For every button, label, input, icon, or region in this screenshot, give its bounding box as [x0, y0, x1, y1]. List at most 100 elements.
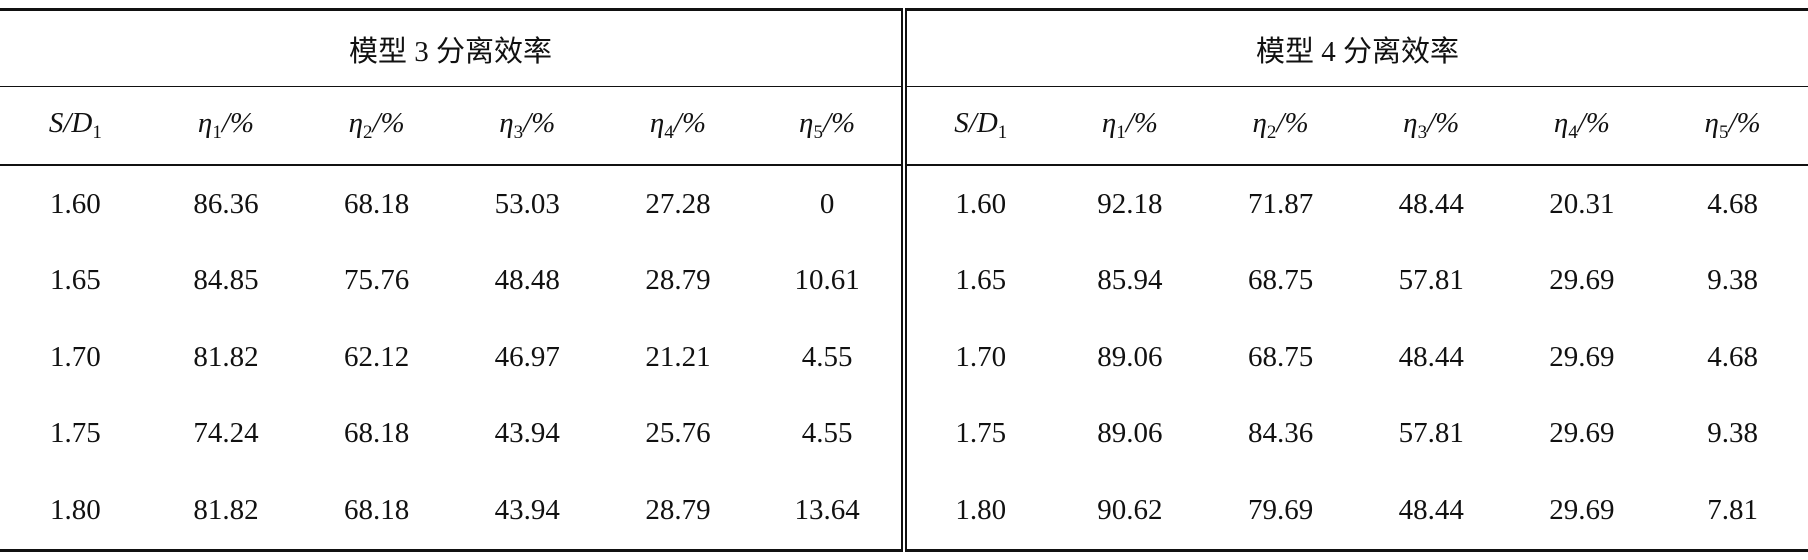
- cell: 25.76: [645, 417, 711, 450]
- cell: 89.06: [1097, 417, 1163, 450]
- header-subscript: 1: [92, 122, 102, 143]
- cell: 43.94: [494, 417, 560, 450]
- cell: 28.79: [602, 472, 754, 552]
- header-unit: /%: [1728, 107, 1761, 139]
- cell: 1.80: [0, 472, 151, 552]
- header-unit: /%: [1276, 107, 1309, 139]
- header-subscript: 4: [1568, 122, 1578, 143]
- cell: 85.94: [1097, 264, 1163, 297]
- cell: 28.79: [645, 264, 711, 297]
- cell: 29.69: [1549, 264, 1615, 297]
- cell: 4.68: [1707, 187, 1758, 220]
- cell: 1.70: [900, 319, 1055, 396]
- efficiency-table: 模型 3 分离效率 模型 4 分离效率 S/D1 η1/% η2/% η3/% η4/% η5…: [0, 8, 1808, 552]
- data-row: 1.60 86.36 68.18 53.03 27.28 0 1.60 92.18 71.87 4…: [0, 165, 1808, 243]
- column-header: η1/%: [1054, 86, 1206, 166]
- cell: 74.24: [193, 417, 259, 450]
- cell: 29.69: [1549, 340, 1615, 373]
- cell: 79.69: [1205, 472, 1356, 552]
- data-row: 1.75 74.24 68.18 43.94 25.76 4.55 1.75 89.06 84.…: [0, 395, 1808, 472]
- cell: 1.60: [49, 187, 101, 220]
- cell: 90.62: [1054, 472, 1206, 552]
- header-symbol: S/D: [48, 107, 93, 139]
- cell: 1.70: [49, 340, 101, 373]
- header-subscript: 2: [362, 122, 373, 143]
- column-header: η3/%: [451, 86, 603, 166]
- header-symbol: η: [197, 107, 213, 139]
- cell: 48.44: [1398, 187, 1464, 220]
- header-symbol: η: [1403, 107, 1418, 139]
- group-title: 模型 4 分离效率: [900, 8, 1808, 87]
- cell: 48.48: [494, 264, 560, 297]
- cell: 46.97: [494, 340, 560, 373]
- cell: 1.75: [49, 417, 101, 450]
- cell: 4.55: [801, 340, 853, 373]
- cell: 13.64: [753, 472, 904, 552]
- header-unit: /%: [1125, 107, 1158, 139]
- cell: 9.38: [1707, 417, 1758, 450]
- header-unit: /%: [221, 107, 255, 139]
- column-header: S/D1: [900, 86, 1055, 166]
- cell: 7.81: [1657, 472, 1808, 552]
- cell: 84.36: [1247, 417, 1314, 450]
- header-symbol: η: [1553, 107, 1569, 139]
- header-symbol: η: [348, 107, 363, 139]
- cell: 1.65: [49, 264, 101, 297]
- cell: 20.31: [1549, 187, 1615, 220]
- column-header: η3/%: [1355, 86, 1507, 166]
- header-symbol: η: [1704, 107, 1719, 139]
- cell: 53.03: [494, 187, 560, 220]
- header-unit: /%: [523, 107, 556, 139]
- cell: 84.85: [193, 264, 259, 297]
- data-row: 1.70 81.82 62.12 46.97 21.21 4.55 1.70 89.06 68.…: [0, 319, 1808, 396]
- cell: 86.36: [193, 187, 259, 220]
- cell: 68.75: [1247, 264, 1314, 297]
- cell: 29.69: [1549, 417, 1615, 450]
- column-header: η5/%: [753, 86, 904, 166]
- group-title: 模型 3 分离效率: [0, 8, 904, 87]
- header-symbol: S/D: [954, 107, 998, 139]
- cell: 9.38: [1707, 264, 1758, 297]
- header-unit: /%: [673, 107, 706, 139]
- column-header: η5/%: [1657, 86, 1808, 166]
- cell: 48.44: [1398, 340, 1464, 373]
- cell: 68.18: [344, 187, 410, 220]
- column-header: S/D1: [0, 86, 151, 166]
- cell: 1.65: [900, 242, 1055, 319]
- data-row: 1.65 84.85 75.76 48.48 28.79 10.61 1.65 85.94 68…: [0, 242, 1808, 319]
- cell: 81.82: [150, 472, 302, 552]
- cell: 27.28: [645, 187, 711, 220]
- header-subscript: 1: [1116, 122, 1126, 143]
- cell: 81.82: [193, 340, 259, 373]
- header-symbol: η: [799, 107, 814, 139]
- cell: 68.18: [301, 472, 452, 552]
- cell: 4.55: [801, 417, 853, 450]
- column-header: η2/%: [301, 86, 452, 166]
- header-symbol: η: [499, 107, 514, 139]
- column-header: η1/%: [150, 86, 302, 166]
- cell: 29.69: [1506, 472, 1658, 552]
- column-header: η4/%: [1506, 86, 1658, 166]
- column-header: η4/%: [602, 86, 754, 166]
- header-subscript: 2: [1266, 122, 1277, 143]
- header-unit: /%: [1427, 107, 1460, 139]
- header-unit: /%: [372, 107, 405, 139]
- header-subscript: 1: [997, 122, 1008, 143]
- cell: 92.18: [1097, 187, 1163, 220]
- column-header-row: S/D1 η1/% η2/% η3/% η4/% η5/% S/D1 η1/% η2/% η3/%…: [0, 86, 1808, 166]
- cell: 43.94: [451, 472, 603, 552]
- cell: 71.87: [1247, 187, 1314, 220]
- cell: 1.75: [900, 395, 1055, 472]
- header-subscript: 5: [1718, 122, 1729, 143]
- header-unit: /%: [1577, 107, 1610, 139]
- cell: 89.06: [1097, 340, 1163, 373]
- cell: 62.12: [344, 340, 410, 373]
- group-header-row: 模型 3 分离效率 模型 4 分离效率: [0, 8, 1808, 87]
- header-symbol: η: [649, 107, 665, 139]
- cell: 0: [819, 187, 835, 220]
- header-subscript: 4: [664, 122, 674, 143]
- column-header: η2/%: [1205, 86, 1356, 166]
- header-unit: /%: [822, 107, 856, 139]
- data-row: 1.80 81.82 68.18 43.94 28.79 13.64 1.80 90.62 79…: [0, 472, 1808, 552]
